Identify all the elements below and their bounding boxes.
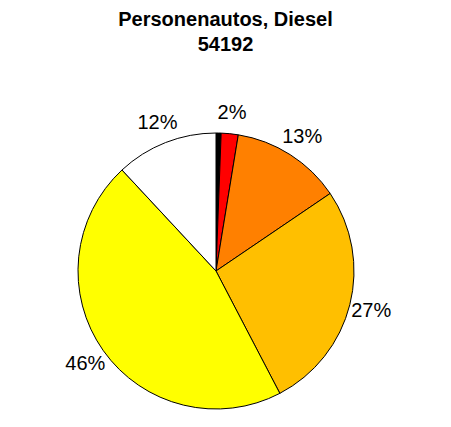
title: Personenautos, Diesel bbox=[118, 8, 333, 30]
data-label: 13% bbox=[282, 125, 322, 147]
data-labels: 2% 13% 27% 46% 12% bbox=[65, 101, 391, 375]
pie bbox=[78, 133, 354, 409]
data-label: 27% bbox=[351, 299, 391, 321]
slice bbox=[122, 133, 216, 271]
data-label: 12% bbox=[137, 111, 177, 133]
data-label: 2% bbox=[218, 101, 247, 123]
subtitle: 54192 bbox=[198, 33, 254, 55]
data-label: 46% bbox=[65, 352, 105, 374]
chart: Personenautos, Diesel 54192 2% 13% 27% 46% 12% bbox=[0, 0, 451, 427]
